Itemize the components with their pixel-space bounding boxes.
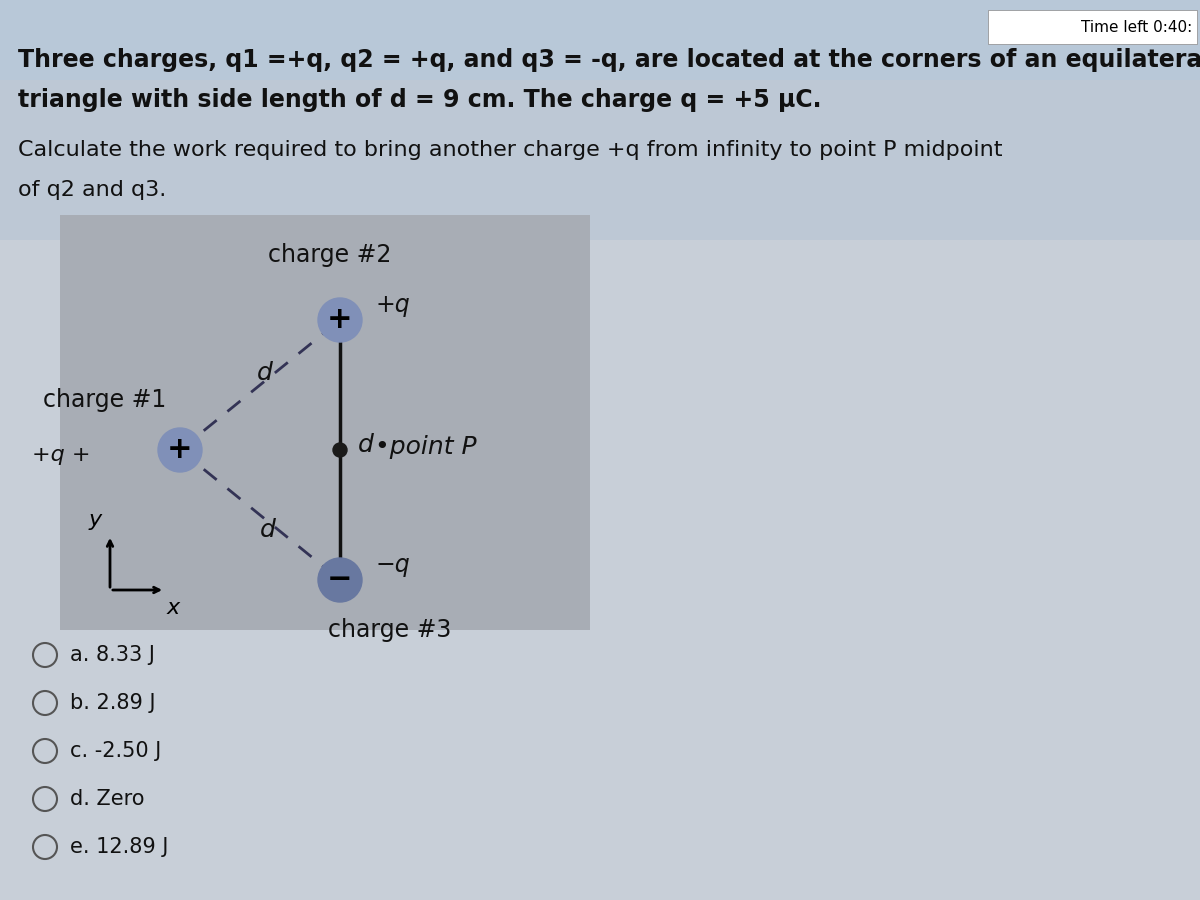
Text: Time left 0:40:: Time left 0:40: [1081,20,1192,34]
Text: b. 2.89 J: b. 2.89 J [70,693,156,713]
Text: d: d [358,433,374,457]
Text: of q2 and q3.: of q2 and q3. [18,180,167,200]
Text: +: + [328,305,353,335]
Text: −q: −q [374,553,409,577]
Bar [60,215,590,630]
Text: y: y [89,510,102,530]
Text: +q +: +q + [31,445,90,465]
Circle shape [318,298,362,342]
Bar [0,0,1200,80]
Circle shape [158,428,202,472]
Text: charge #2: charge #2 [269,243,391,267]
Text: x: x [167,598,180,618]
Text: +q: +q [374,293,409,317]
Text: charge #3: charge #3 [329,618,451,642]
Text: Three charges, q1 =+q, q2 = +q, and q3 = -q, are located at the corners of an eq: Three charges, q1 =+q, q2 = +q, and q3 =… [18,48,1200,72]
Bar [0,80,1200,240]
Text: d: d [257,361,272,385]
Text: −: − [328,565,353,595]
Circle shape [318,558,362,602]
Circle shape [334,443,347,457]
Text: charge #1: charge #1 [43,388,167,412]
Text: a. 8.33 J: a. 8.33 J [70,645,155,665]
FancyBboxPatch shape [988,10,1198,44]
Text: d. Zero: d. Zero [70,789,144,809]
Text: triangle with side length of d = 9 cm. The charge q = +5 μC.: triangle with side length of d = 9 cm. T… [18,88,822,112]
Text: +: + [167,436,193,464]
Text: e. 12.89 J: e. 12.89 J [70,837,168,857]
Text: Calculate the work required to bring another charge +q from infinity to point P : Calculate the work required to bring ano… [18,140,1002,160]
Text: d: d [260,518,276,542]
Text: c. -2.50 J: c. -2.50 J [70,741,161,761]
Text: •point P: •point P [374,435,476,459]
